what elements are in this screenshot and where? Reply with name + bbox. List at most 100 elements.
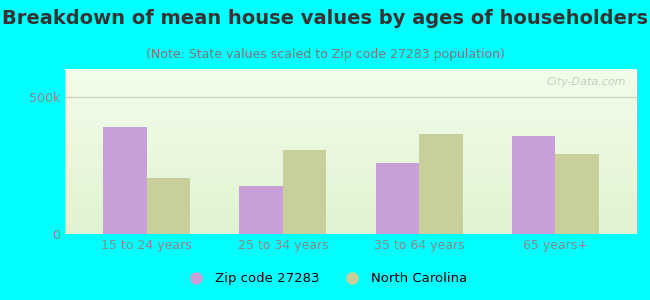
- Bar: [65, 110, 637, 112]
- Bar: [65, 150, 637, 152]
- Bar: [65, 198, 637, 199]
- Bar: [65, 206, 637, 208]
- Text: Breakdown of mean house values by ages of householders: Breakdown of mean house values by ages o…: [2, 9, 648, 28]
- Bar: [65, 219, 637, 221]
- Bar: [65, 176, 637, 178]
- Bar: [65, 100, 637, 102]
- Text: (Note: State values scaled to Zip code 27283 population): (Note: State values scaled to Zip code 2…: [146, 48, 504, 61]
- Bar: [65, 170, 637, 171]
- Bar: [65, 201, 637, 203]
- Bar: [65, 124, 637, 125]
- Bar: [65, 204, 637, 206]
- Bar: [65, 90, 637, 92]
- Bar: [65, 143, 637, 145]
- Bar: [65, 103, 637, 105]
- Bar: [65, 158, 637, 160]
- Bar: [65, 216, 637, 218]
- Bar: [65, 115, 637, 117]
- Bar: [65, 140, 637, 142]
- Bar: [65, 209, 637, 211]
- Bar: [65, 84, 637, 85]
- Bar: [65, 80, 637, 82]
- Bar: [65, 105, 637, 107]
- Bar: [65, 173, 637, 175]
- Bar: [65, 112, 637, 113]
- Bar: [65, 181, 637, 183]
- Bar: [65, 94, 637, 95]
- Bar: [65, 203, 637, 204]
- Bar: [65, 227, 637, 229]
- Bar: [65, 79, 637, 80]
- Bar: [65, 221, 637, 223]
- Bar: [65, 226, 637, 227]
- Bar: [65, 148, 637, 150]
- Bar: [65, 92, 637, 94]
- Bar: [65, 87, 637, 89]
- Bar: [65, 224, 637, 226]
- Bar: [65, 168, 637, 170]
- Bar: [65, 212, 637, 214]
- Bar: [65, 107, 637, 109]
- Bar: [65, 102, 637, 104]
- Bar: [65, 193, 637, 194]
- Bar: [419, 134, 463, 234]
- Bar: [65, 145, 637, 147]
- Bar: [65, 122, 637, 124]
- Bar: [65, 231, 637, 232]
- Bar: [65, 196, 637, 198]
- Bar: [65, 155, 637, 156]
- Bar: [65, 165, 637, 166]
- Bar: [65, 152, 637, 153]
- Bar: [376, 163, 419, 234]
- Bar: [65, 70, 637, 72]
- Bar: [147, 178, 190, 234]
- Bar: [65, 133, 637, 135]
- Bar: [65, 186, 637, 188]
- Bar: [65, 184, 637, 186]
- Bar: [65, 218, 637, 219]
- Bar: [65, 163, 637, 165]
- Bar: [65, 156, 637, 158]
- Bar: [65, 179, 637, 181]
- Bar: [65, 142, 637, 143]
- Bar: [65, 178, 637, 179]
- Bar: [65, 74, 637, 76]
- Bar: [239, 186, 283, 234]
- Bar: [65, 175, 637, 176]
- Bar: [65, 125, 637, 127]
- Legend: Zip code 27283, North Carolina: Zip code 27283, North Carolina: [178, 267, 472, 290]
- Bar: [65, 97, 637, 99]
- Bar: [65, 118, 637, 120]
- Bar: [512, 136, 555, 234]
- Bar: [65, 137, 637, 138]
- Bar: [65, 208, 637, 209]
- Bar: [65, 135, 637, 136]
- Bar: [65, 194, 637, 196]
- Bar: [65, 222, 637, 224]
- Bar: [65, 95, 637, 97]
- Bar: [555, 154, 599, 234]
- Bar: [65, 153, 637, 155]
- Bar: [103, 127, 147, 234]
- Bar: [65, 89, 637, 90]
- Bar: [65, 117, 637, 118]
- Bar: [65, 199, 637, 201]
- Bar: [65, 128, 637, 130]
- Bar: [65, 146, 637, 148]
- Bar: [65, 130, 637, 132]
- Bar: [65, 99, 637, 100]
- Bar: [65, 120, 637, 122]
- Bar: [65, 191, 637, 193]
- Bar: [65, 183, 637, 184]
- Bar: [65, 211, 637, 212]
- Bar: [65, 85, 637, 87]
- Bar: [65, 109, 637, 110]
- Text: City-Data.com: City-Data.com: [546, 77, 625, 87]
- Bar: [65, 127, 637, 128]
- Bar: [283, 150, 326, 234]
- Bar: [65, 77, 637, 79]
- Bar: [65, 72, 637, 74]
- Bar: [65, 188, 637, 190]
- Bar: [65, 232, 637, 234]
- Bar: [65, 160, 637, 161]
